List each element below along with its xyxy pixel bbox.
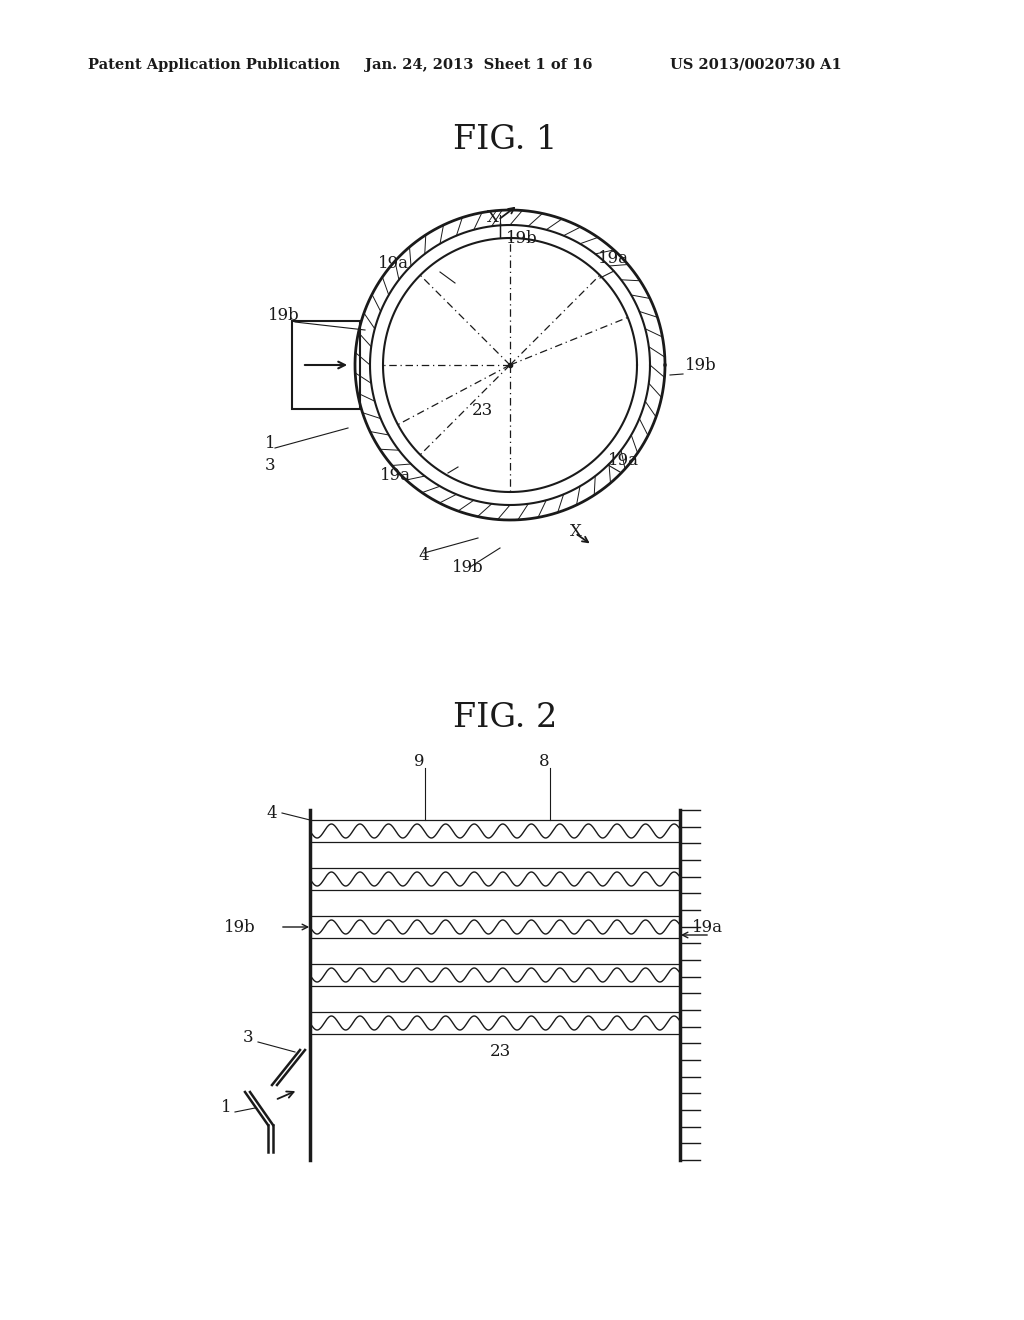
Text: 19b: 19b [224,919,256,936]
Text: 19b: 19b [268,308,300,323]
Text: 19a: 19a [608,451,639,469]
Text: X: X [570,524,582,540]
Text: FIG. 1: FIG. 1 [453,124,557,156]
Text: 3: 3 [243,1030,253,1047]
Text: 19b: 19b [452,558,483,576]
Text: 4: 4 [418,546,429,564]
Text: 19b: 19b [685,356,717,374]
Bar [292,321,360,409]
Text: X: X [487,209,499,226]
Text: FIG. 2: FIG. 2 [453,702,557,734]
Text: Patent Application Publication: Patent Application Publication [88,58,340,73]
Text: US 2013/0020730 A1: US 2013/0020730 A1 [670,58,842,73]
Text: 19a: 19a [378,255,409,272]
Text: 23: 23 [489,1044,511,1060]
Text: 19a: 19a [380,467,411,484]
Text: 19b: 19b [506,230,538,247]
Text: 4: 4 [266,804,278,821]
Text: 1: 1 [265,436,275,451]
Text: 3: 3 [265,457,275,474]
Text: 9: 9 [414,754,424,771]
Text: 8: 8 [539,754,549,771]
Text: 1: 1 [221,1100,231,1117]
Text: Jan. 24, 2013  Sheet 1 of 16: Jan. 24, 2013 Sheet 1 of 16 [365,58,593,73]
Text: 23: 23 [472,403,494,418]
Text: 19a: 19a [692,919,723,936]
Text: 19a: 19a [598,249,629,267]
